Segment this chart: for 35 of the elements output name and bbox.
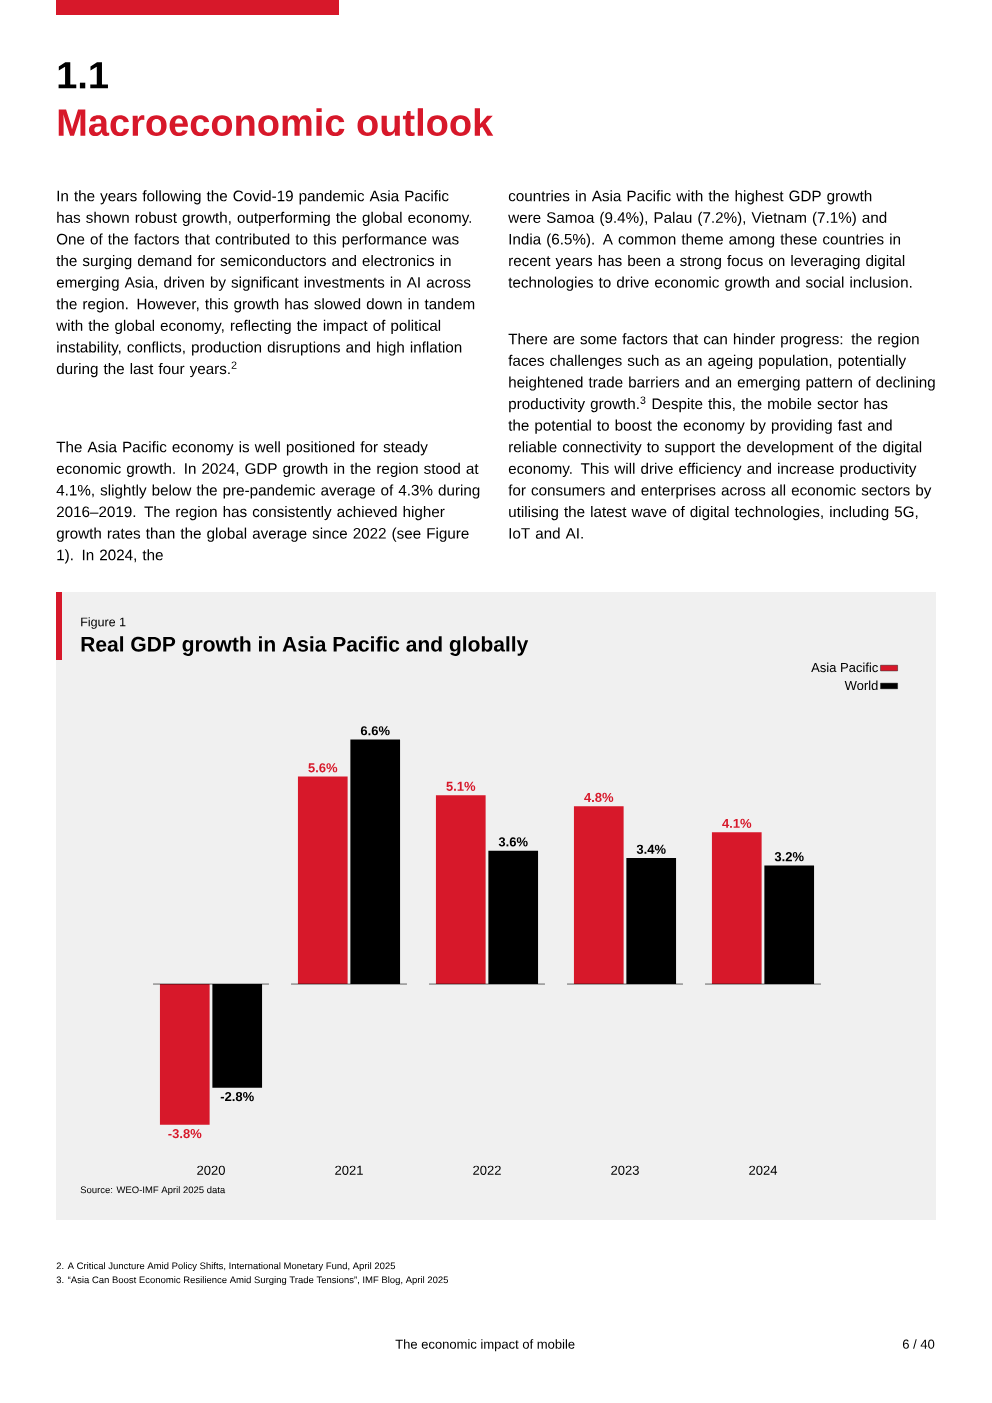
data-label: 5.6% — [308, 763, 338, 773]
bar — [159, 984, 210, 1125]
x-tick-label: 2024 — [749, 1165, 778, 1175]
text: 2. A Critical Juncture Amid Policy Shifts, International Monetary Fund, April 2025 — [56, 1262, 396, 1272]
bar — [573, 806, 624, 985]
bar — [297, 776, 348, 985]
text: The economic impact of mobile — [395, 1339, 575, 1352]
bar — [711, 832, 762, 985]
data-label: 5.1% — [446, 781, 476, 791]
data-label: 4.8% — [584, 792, 614, 803]
text: 6 / 40 — [902, 1339, 935, 1349]
x-tick-label: 2022 — [473, 1165, 501, 1175]
data-label: 3.4% — [636, 844, 666, 854]
text: countries in Asia Pacific with the highest GDP growth were Samoa (9.4%), Palau (7.2%), Vietnam (7.1%) and India (6.5%). A common theme among these countries in recent years has been a strong focus on leveraging digital technologies to drive economic growth and social inclusion. — [508, 190, 912, 291]
legend-label: Asia Pacific — [811, 662, 878, 673]
legend-label: World — [844, 680, 878, 691]
text: In the years following the Covid-19 pandemic Asia Pacific has shown robust growth, outperforming the global economy. One of the factors that contributed to this performance was the surging demand for semiconductors and electronics in emerging Asia, driven by significant investments in AI across the region. However, this growth has slowed down in tandem with the global economy, reflecting the impact of political instability, conflicts, production disruptions and high inflation during the last four years.$^{2}$ — [56, 190, 475, 378]
caption: Figure 1 — [81, 617, 126, 629]
bar — [435, 795, 486, 985]
text: There are some factors that can hinder progress: the region faces challenges such as an ageing population, potentially heightened trade barriers and an emerging pattern of declining productivity growth.$^{3}$ Despite this, the mobile sector has the potential to boost the economy by providing fast and reliable connectivity to support the development of the digital economy. This will drive efficiency and increase productivity for consumers and enterprises across all economic sectors by utilising the latest wave of digital technologies, including 5G, IoT and AI. — [508, 333, 935, 539]
text: Macroeconomic outlook — [58, 108, 494, 137]
text: 3. “Asia Can Boost Economic Resilience Amid Surging Trade Tensions”, IMF Blog, April 2025 — [56, 1276, 449, 1286]
x-tick-label: 2020 — [197, 1165, 225, 1175]
data-label: 3.6% — [498, 837, 528, 847]
data-label: 4.1% — [722, 818, 752, 828]
data-label: -2.8% — [220, 1091, 254, 1102]
chart-title: Real GDP growth in Asia Pacific and globally — [81, 636, 529, 656]
data-label: -3.8% — [168, 1129, 202, 1139]
text: The Asia Pacific economy is well positioned for steady economic growth. In 2024, GDP growth in the region stood at 4.1%, slightly below the pre-pandemic average of 4.3% during 2016–2019. The region has consistently achieved higher growth rates than the global average since 2022 (see Figure 1). In 2024, the — [56, 441, 480, 564]
data-label: 6.6% — [360, 726, 390, 736]
data-label: 3.2% — [774, 852, 804, 862]
x-tick-label: 2023 — [611, 1165, 639, 1175]
text: 1.1 — [58, 62, 108, 89]
source-note: Source: WEO-IMF April 2025 data — [80, 1186, 226, 1196]
x-tick-label: 2021 — [335, 1165, 363, 1175]
